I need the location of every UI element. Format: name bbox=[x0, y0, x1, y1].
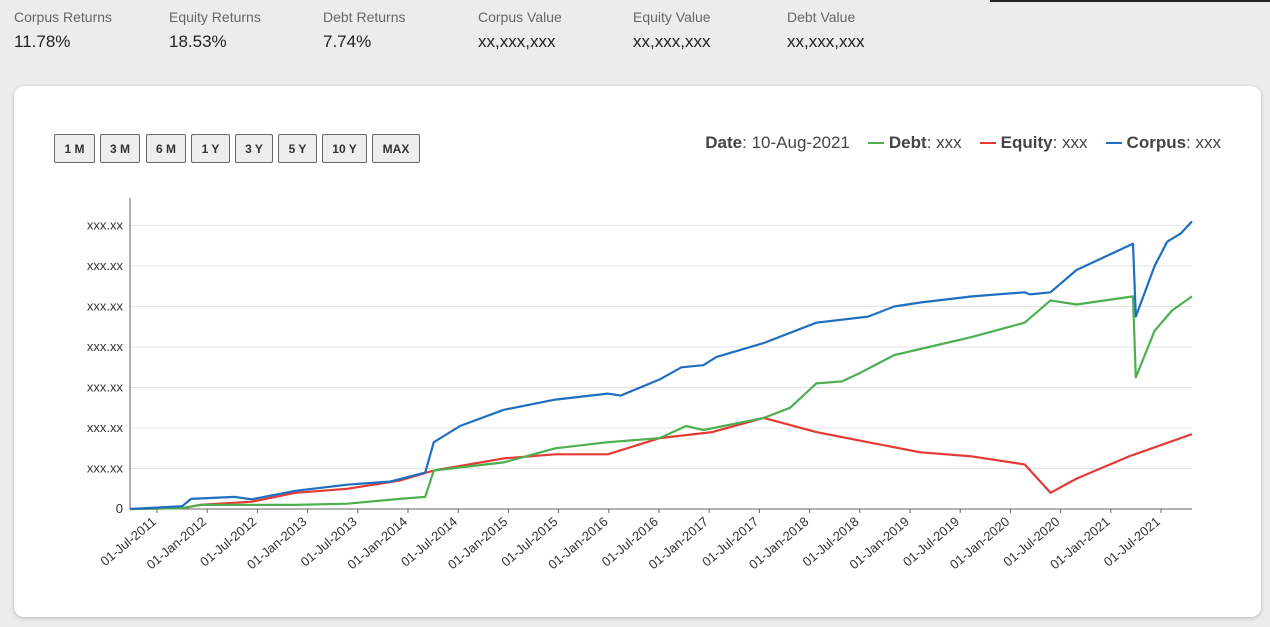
stat-corpus-returns: Corpus Returns 11.78% bbox=[14, 8, 164, 52]
stat-debt-returns: Debt Returns 7.74% bbox=[323, 8, 473, 52]
y-tick-label: xxx.xx bbox=[87, 218, 124, 233]
stat-equity-value: Equity Value xx,xxx,xxx bbox=[633, 8, 783, 52]
legend-value: xxx bbox=[1195, 133, 1222, 152]
y-tick-label: xxx.xx bbox=[87, 461, 124, 476]
legend-swatch-corpus bbox=[1105, 142, 1122, 144]
axis-layer: 0 xxx.xx xxx.xx xxx.xx xxx.xx xxx.xx xxx.xx xxx… bbox=[87, 198, 1192, 572]
legend-value: xxx bbox=[936, 133, 962, 152]
legend-name: Equity bbox=[1000, 133, 1053, 152]
range-button-5y[interactable]: 5 Y bbox=[278, 134, 317, 163]
grid-layer bbox=[130, 225, 1192, 469]
stat-label: Debt Value bbox=[787, 9, 856, 25]
stat-value: 11.78% bbox=[14, 32, 71, 51]
stat-label: Debt Returns bbox=[323, 9, 406, 25]
y-tick-label: xxx.xx bbox=[87, 339, 124, 354]
range-button-6m[interactable]: 6 M bbox=[146, 134, 186, 163]
range-button-3y[interactable]: 3 Y bbox=[235, 134, 273, 163]
legend-item-debt: Debt: xxx bbox=[867, 133, 962, 153]
stat-corpus-value: Corpus Value xx,xxx,xxx bbox=[478, 8, 628, 52]
stat-value: 18.53% bbox=[169, 32, 227, 51]
legend-name: Corpus bbox=[1126, 133, 1187, 152]
legend-item-equity: Equity: xxx bbox=[979, 133, 1088, 153]
range-button-1y[interactable]: 1 Y bbox=[191, 134, 230, 163]
legend-date: Date: 10-Aug-2021 bbox=[705, 133, 850, 152]
stat-debt-value: Debt Value xx,xxx,xxx bbox=[787, 8, 937, 52]
y-tick-label: 0 bbox=[116, 501, 123, 516]
top-divider bbox=[990, 0, 1270, 2]
legend-date-label: Date bbox=[705, 133, 743, 152]
chart-card bbox=[14, 86, 1261, 617]
range-button-1m[interactable]: 1 M bbox=[54, 134, 95, 163]
stat-value: xx,xxx,xxx bbox=[633, 32, 711, 51]
legend-date-value: 10-Aug-2021 bbox=[751, 133, 850, 152]
stat-label: Equity Value bbox=[633, 9, 711, 25]
stat-value: xx,xxx,xxx bbox=[478, 32, 556, 51]
series-layer bbox=[129, 220, 1193, 511]
stat-equity-returns: Equity Returns 18.53% bbox=[169, 8, 319, 52]
range-button-10y[interactable]: 10 Y bbox=[322, 134, 367, 163]
series-line-corpus bbox=[129, 220, 1193, 511]
series-line-debt bbox=[129, 295, 1193, 511]
series-line-equity bbox=[129, 416, 1193, 511]
stat-label: Equity Returns bbox=[169, 9, 261, 25]
legend-value: xxx bbox=[1062, 133, 1088, 152]
y-tick-label: xxx.xx bbox=[87, 299, 124, 314]
stat-label: Corpus Value bbox=[478, 9, 562, 25]
chart-legend: Date: 10-Aug-2021 Debt: xxx Equity: xxx … bbox=[705, 131, 1221, 155]
y-tick-label: xxx.xx bbox=[87, 258, 124, 273]
range-button-3m[interactable]: 3 M bbox=[100, 134, 140, 163]
stat-value: xx,xxx,xxx bbox=[787, 32, 865, 51]
legend-name: Debt bbox=[888, 133, 927, 152]
legend-item-corpus: Corpus: xxx bbox=[1105, 133, 1222, 153]
legend-swatch-equity bbox=[979, 142, 996, 144]
range-button-max[interactable]: MAX bbox=[372, 134, 420, 163]
y-tick-label: xxx.xx bbox=[87, 420, 124, 435]
stat-label: Corpus Returns bbox=[14, 9, 113, 25]
legend-swatch-debt bbox=[867, 142, 884, 144]
stat-value: 7.74% bbox=[323, 32, 372, 51]
y-tick-label: xxx.xx bbox=[87, 380, 124, 395]
